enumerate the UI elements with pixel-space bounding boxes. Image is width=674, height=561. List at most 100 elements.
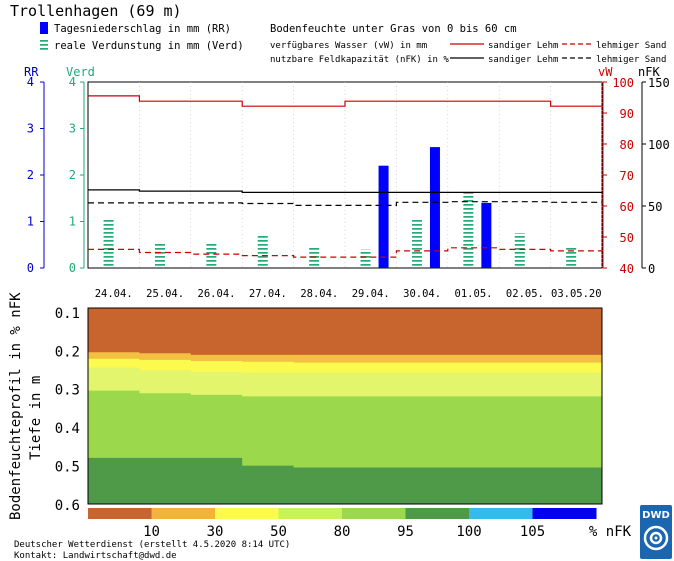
date-label: 02.05. — [506, 288, 544, 300]
legend-swatch — [469, 508, 533, 519]
evap-bar — [566, 247, 577, 268]
nfk-tick-label: 150 — [648, 76, 670, 90]
date-label: 01.05. — [455, 288, 493, 300]
legend-swatch — [342, 508, 406, 519]
evap-bar — [360, 249, 371, 268]
profile-bands — [88, 308, 602, 504]
evap-bar — [257, 235, 268, 268]
rr-tick-label: 0 — [27, 261, 34, 275]
depth-tick-label: 0.1 — [55, 306, 80, 322]
legend-swatch — [151, 508, 216, 519]
evap-bar — [206, 242, 217, 268]
legend-swatch — [278, 508, 343, 519]
legend-vw-sandy-label: sandiger Lehm — [488, 41, 558, 51]
date-label: 25.04. — [146, 288, 184, 300]
depth-tick-label: 0.2 — [55, 344, 80, 360]
date-label: 24.04. — [95, 288, 133, 300]
depth-tick-label: 0.6 — [55, 498, 80, 514]
station-title: Trollenhagen (69 m) — [10, 2, 182, 20]
precip-bar — [429, 147, 440, 268]
verd-tick-label: 1 — [69, 215, 76, 229]
legend-swatch — [88, 508, 152, 519]
profile-plot-frame — [87, 307, 603, 505]
legend-swatch — [405, 508, 470, 519]
evap-bar — [514, 233, 525, 268]
nfk-axis-label: nFK — [638, 65, 660, 79]
verd-axis-label: Verd — [66, 65, 95, 79]
legend-nfk-loamy-label: lehmiger Sand — [596, 55, 666, 65]
precip-legend-label: Tagesniederschlag in mm (RR) — [54, 23, 231, 35]
soil-title: Bodenfeuchte unter Gras von 0 bis 60 cm — [270, 23, 517, 35]
precip-bar — [481, 202, 492, 268]
legend-class-label: 10 — [143, 524, 160, 540]
top-grid — [139, 82, 603, 268]
profile-depth-ticks: 0.1 0.2 0.3 0.4 0.5 0.6 — [55, 306, 80, 514]
soil-line-1 — [88, 247, 602, 258]
dwd-logo-swirl-dot-icon — [654, 536, 658, 540]
precip-legend-swatch — [40, 22, 48, 34]
footer-credit: Deutscher Wetterdienst (erstellt 4.5.202… — [14, 540, 290, 550]
date-label: 26.04. — [198, 288, 236, 300]
evap-bar — [463, 191, 474, 268]
nfk-tick-label: 50 — [648, 200, 662, 214]
footer-contact: Kontakt: Landwirtschaft@dwd.de — [14, 551, 177, 561]
vw-axis-ticks: 40 50 60 70 80 90 100 — [603, 76, 634, 276]
evap-bar — [103, 219, 114, 268]
legend-class-label: 100 — [456, 524, 481, 540]
rr-tick-label: 3 — [27, 122, 34, 136]
legend-class-label: 105 — [520, 524, 545, 540]
legend-swatch — [532, 508, 597, 519]
nfk-tick-label: 100 — [648, 138, 670, 152]
profile-ylabel: Bodenfeuchteprofil in % nFK — [8, 292, 24, 520]
rr-tick-label: 2 — [27, 168, 34, 182]
evap-legend-swatch — [40, 38, 48, 50]
nfk-color-legend — [88, 508, 597, 519]
verd-tick-label: 0 — [69, 261, 76, 275]
soil-lines — [88, 95, 602, 258]
nfk-axis-ticks: 0 50 100 150 — [642, 76, 670, 276]
soil-line-3 — [88, 201, 602, 206]
rr-axis-label: RR — [24, 65, 39, 79]
verd-tick-label: 4 — [69, 75, 76, 89]
legend-nfk-sandy-label: sandiger Lehm — [488, 55, 558, 65]
date-label: 28.04. — [300, 288, 338, 300]
legend-class-label: 50 — [270, 524, 287, 540]
legend-unit-label: % nFK — [589, 524, 632, 540]
legend-vw-loamy-label: lehmiger Sand — [596, 41, 666, 51]
precip-bar — [378, 165, 389, 268]
evap-bar — [411, 219, 422, 268]
depth-tick-label: 0.4 — [55, 421, 80, 437]
date-label: 29.04. — [352, 288, 390, 300]
precip-bars — [378, 147, 492, 268]
soil-line-2 — [88, 189, 602, 193]
dwd-logo: DWD — [640, 505, 672, 559]
legend-class-label: 95 — [397, 524, 414, 540]
vw-tick-label: 90 — [620, 107, 634, 121]
legend-swatch — [215, 508, 279, 519]
vw-tick-label: 70 — [620, 169, 634, 183]
nfk-legend-label: nutzbare Feldkapazität (nFK) in % — [270, 55, 449, 65]
nfk-tick-label: 0 — [648, 262, 655, 276]
date-labels: 24.04. 25.04. 26.04. 27.04. 28.04. 29.04. 30.0… — [95, 288, 602, 300]
vw-tick-label: 50 — [620, 231, 634, 245]
date-label: 27.04. — [249, 288, 287, 300]
dwd-logo-swirl-icon — [643, 525, 669, 551]
vw-legend-label: verfügbares Wasser (vW) in mm — [270, 41, 427, 51]
evap-legend-label: reale Verdunstung in mm (Verd) — [54, 40, 244, 52]
date-label: 03.05.20 — [551, 288, 602, 300]
legend-class-label: 30 — [207, 524, 224, 540]
depth-tick-label: 0.5 — [55, 460, 80, 476]
verd-tick-label: 2 — [69, 168, 76, 182]
rr-axis-ticks: 0 1 2 3 4 — [27, 75, 44, 275]
verd-tick-label: 3 — [69, 122, 76, 136]
verd-axis-ticks: 0 1 2 3 4 — [69, 75, 84, 275]
vw-tick-label: 40 — [620, 262, 634, 276]
date-label: 30.04. — [403, 288, 441, 300]
profile-band-95-100 — [88, 457, 602, 504]
evap-bar — [154, 242, 165, 268]
vw-tick-label: 60 — [620, 200, 634, 214]
soil-line-0 — [88, 95, 602, 107]
dwd-logo-swirl-inner-icon — [649, 531, 663, 545]
rr-tick-label: 4 — [27, 75, 34, 89]
